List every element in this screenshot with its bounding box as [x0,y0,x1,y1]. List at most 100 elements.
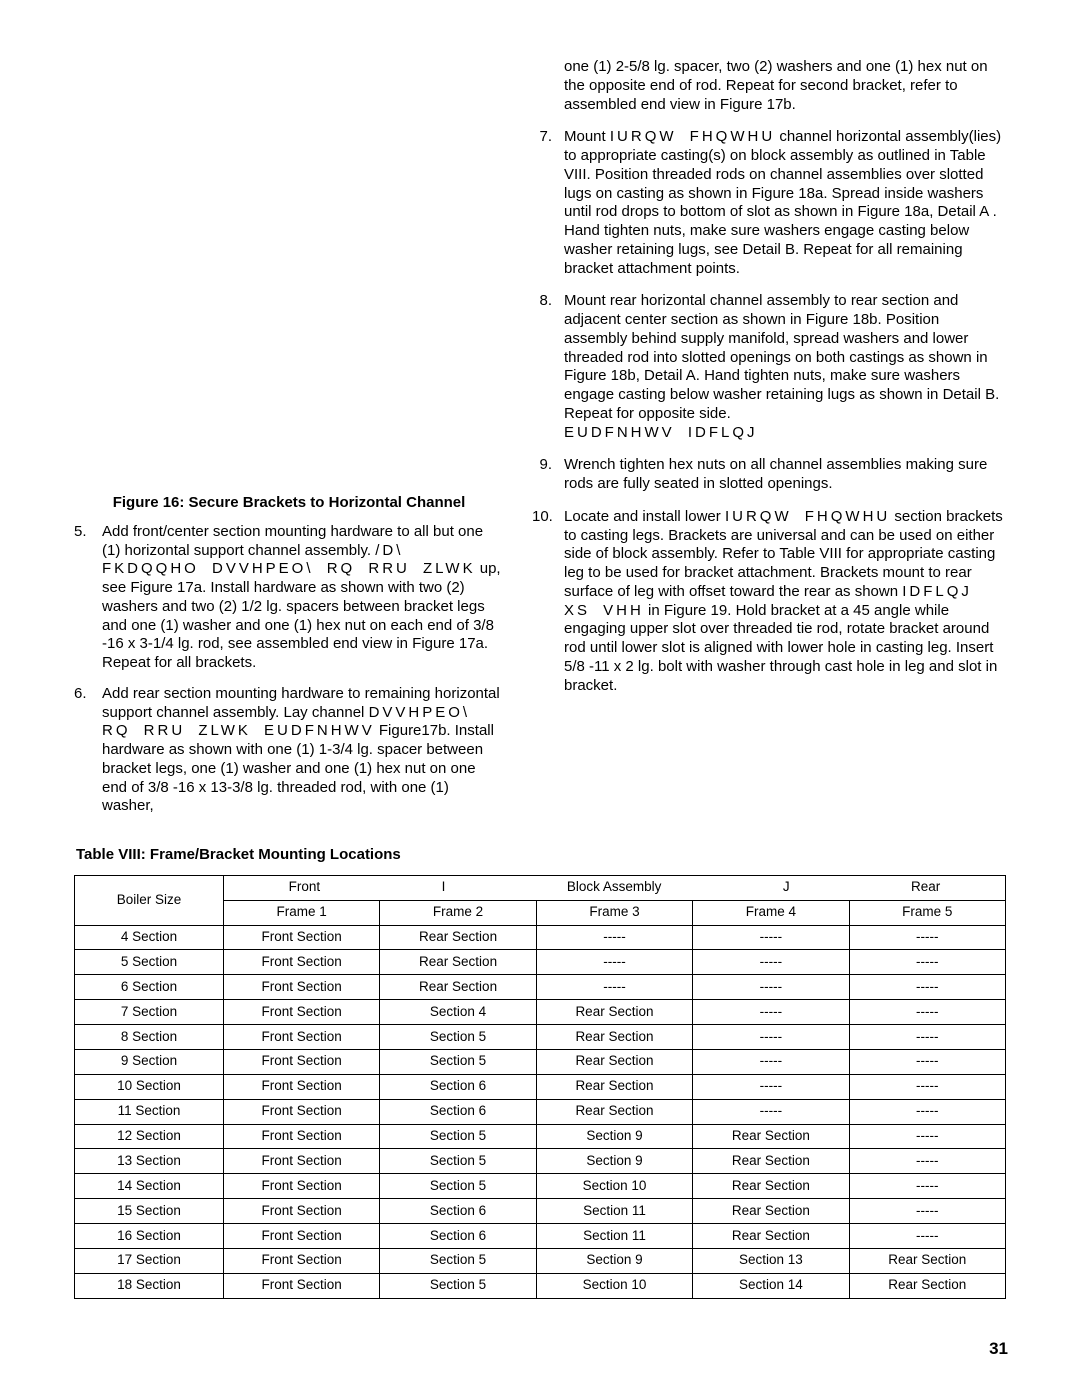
table-cell: Section 5 [380,1025,536,1050]
frame-header-cell: Frame 1 [223,900,379,925]
table-cell: Section 10 [536,1273,692,1298]
mount-table: Boiler Size Front I Block Assembly J Rea… [74,875,1006,1299]
table-cell: ----- [693,1099,849,1124]
table-cell: ----- [536,925,692,950]
table-row: 14 SectionFront SectionSection 5Section … [75,1174,1006,1199]
table-row: 9 SectionFront SectionSection 5Rear Sect… [75,1049,1006,1074]
table-cell: ----- [693,1000,849,1025]
table-cell: Front Section [223,1099,379,1124]
table-cell: Rear Section [380,950,536,975]
table-cell: ----- [849,925,1005,950]
table-cell: Front Section [223,1124,379,1149]
table-cell: Section 9 [536,1149,692,1174]
left-step-list: 5. Add front/center section mounting hard… [74,523,504,816]
table-cell: ----- [693,975,849,1000]
table-cell: ----- [849,1049,1005,1074]
table-cell: Rear Section [693,1124,849,1149]
table-cell: 18 Section [75,1273,224,1298]
step-item: 9. Wrench tighten hex nuts on all channel… [532,456,1006,494]
table-cell: Section 11 [536,1199,692,1224]
table-cell: Rear Section [693,1224,849,1249]
table-row: 7 SectionFront SectionSection 4Rear Sect… [75,1000,1006,1025]
table-cell: Front Section [223,1049,379,1074]
table-cell: Section 11 [536,1224,692,1249]
table-cell: Section 10 [536,1174,692,1199]
table-cell: Section 6 [380,1099,536,1124]
table-row: 5 SectionFront SectionRear Section------… [75,950,1006,975]
step-item: 10.Locate and install lower IURQW FHQWHU… [532,508,1006,696]
table-cell: 13 Section [75,1149,224,1174]
table-title: Table VIII: Frame/Bracket Mounting Locat… [76,846,1006,865]
table-cell: Section 5 [380,1149,536,1174]
table-cell: ----- [693,950,849,975]
table-cell: Section 13 [693,1248,849,1273]
header-boiler-size: Boiler Size [75,875,224,925]
table-cell: ----- [536,950,692,975]
step-number: 5. [74,523,87,542]
table-cell: ----- [849,1025,1005,1050]
table-cell: Rear Section [536,1025,692,1050]
table-cell: ----- [849,975,1005,1000]
table-cell: Section 5 [380,1273,536,1298]
table-cell: Front Section [223,1248,379,1273]
table-cell: ----- [693,925,849,950]
table-cell: Section 6 [380,1224,536,1249]
table-cell: Section 9 [536,1124,692,1149]
table-cell: ----- [849,1174,1005,1199]
table-cell: ----- [849,1074,1005,1099]
table-cell: ----- [849,1000,1005,1025]
table-row: 13 SectionFront SectionSection 5Section … [75,1149,1006,1174]
step-item: one (1) 2-5/8 lg. spacer, two (2) washer… [532,58,1006,114]
table-cell: Section 6 [380,1199,536,1224]
header-block-assembly-span: Front I Block Assembly J Rear [223,875,1005,900]
table-cell: ----- [693,1025,849,1050]
table-cell: ----- [693,1074,849,1099]
table-cell: Front Section [223,925,379,950]
table-cell: Front Section [223,1000,379,1025]
table-cell: Rear Section [693,1174,849,1199]
right-column: one (1) 2-5/8 lg. spacer, two (2) washer… [532,58,1006,828]
table-cell: Rear Section [849,1248,1005,1273]
table-cell: 4 Section [75,925,224,950]
table-row: 17 SectionFront SectionSection 5Section … [75,1248,1006,1273]
table-row: 12 SectionFront SectionSection 5Section … [75,1124,1006,1149]
step-item: 8.Mount rear horizontal channel assembly… [532,292,1006,442]
table-row: 6 SectionFront SectionRear Section------… [75,975,1006,1000]
step-text: Mount rear horizontal channel assembly t… [564,292,1006,442]
step-item: 5. Add front/center section mounting hard… [74,523,504,673]
table-cell: Rear Section [536,1049,692,1074]
table-cell: ----- [849,1199,1005,1224]
table-row: 16 SectionFront SectionSection 6Section … [75,1224,1006,1249]
header-span-part: Front [289,879,321,896]
right-step-list: one (1) 2-5/8 lg. spacer, two (2) washer… [532,58,1006,695]
table-cell: Section 14 [693,1273,849,1298]
step-number: 6. [74,685,87,704]
step-number: 9. [532,456,552,475]
table-row: 18 SectionFront SectionSection 5Section … [75,1273,1006,1298]
header-span-part: Rear [911,879,940,896]
frame-header-cell: Frame 3 [536,900,692,925]
table-cell: 10 Section [75,1074,224,1099]
table-cell: ----- [849,1224,1005,1249]
table-cell: Section 5 [380,1174,536,1199]
step-text: Wrench tighten hex nuts on all channel a… [564,456,1006,494]
table-body: 4 SectionFront SectionRear Section------… [75,925,1006,1298]
table-cell: ----- [693,1049,849,1074]
table-cell: Section 5 [380,1049,536,1074]
table-cell: Rear Section [693,1149,849,1174]
table-cell: Rear Section [380,925,536,950]
table-cell: Front Section [223,1025,379,1050]
figure-16-caption: Figure 16: Secure Brackets to Horizontal… [74,494,504,513]
frame-header-cell: Frame 5 [849,900,1005,925]
page-number: 31 [989,1338,1008,1359]
table-cell: Section 5 [380,1124,536,1149]
table-row: 11 SectionFront SectionSection 6Rear Sec… [75,1099,1006,1124]
header-span-part: I [442,879,446,896]
table-cell: ----- [849,1099,1005,1124]
figure-16-placeholder [74,58,504,488]
step-number: 7. [532,128,552,147]
step-text: Add front/center section mounting hardwa… [102,523,501,671]
table-cell: Rear Section [693,1199,849,1224]
table-cell: Rear Section [380,975,536,1000]
table-cell: 14 Section [75,1174,224,1199]
